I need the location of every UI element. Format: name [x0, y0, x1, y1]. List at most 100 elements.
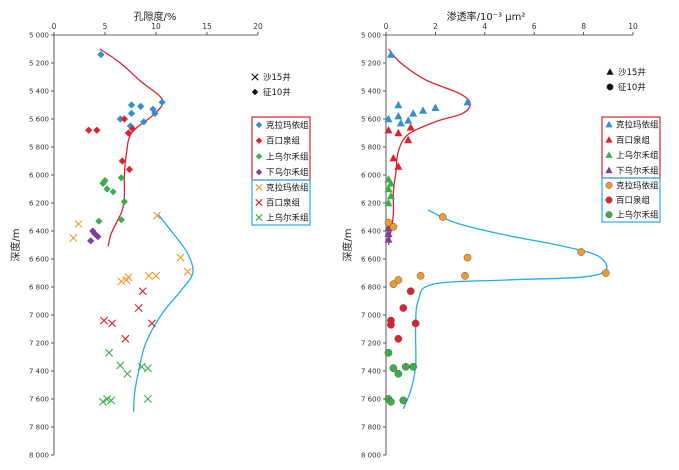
data-point	[384, 224, 393, 232]
data-point	[386, 179, 395, 187]
y-tick-label: 6 400	[361, 228, 381, 236]
series	[99, 287, 156, 343]
legend-label: 克拉玛依组	[266, 120, 309, 131]
data-point	[95, 217, 103, 225]
data-point	[419, 106, 428, 114]
legend-label: 上乌尔禾组	[266, 151, 309, 162]
data-point	[431, 103, 440, 111]
data-point	[409, 109, 418, 117]
series	[87, 227, 102, 245]
data-point	[386, 191, 395, 200]
data-point	[394, 112, 403, 120]
legend-marker	[255, 137, 263, 144]
data-point	[107, 396, 116, 405]
data-point	[404, 135, 413, 144]
data-point	[406, 123, 415, 131]
data-point	[384, 348, 393, 357]
data-point	[120, 198, 128, 206]
data-point	[463, 98, 472, 106]
x-axis-title: 孔隙度/%	[134, 10, 177, 23]
x-tick-label: 4	[482, 22, 487, 31]
legend-label: 征10井	[263, 87, 291, 98]
data-point	[577, 248, 585, 256]
legend-marker	[605, 181, 613, 189]
data-point	[93, 126, 101, 134]
legend-label: 百口泉组	[266, 198, 301, 209]
data-point	[399, 396, 408, 405]
data-point	[387, 320, 395, 329]
legend-marker	[255, 121, 263, 129]
data-point	[98, 397, 107, 406]
legend-marker	[606, 68, 614, 75]
trend-curve	[132, 213, 194, 412]
legend-box	[251, 179, 311, 226]
data-point	[394, 334, 403, 343]
data-point	[394, 276, 403, 284]
y-tick-label: 5 800	[29, 144, 49, 152]
data-point	[128, 125, 137, 133]
data-point	[463, 253, 472, 262]
y-tick-label: 7 000	[29, 312, 49, 320]
data-point	[406, 287, 415, 296]
y-tick-label: 5 000	[361, 32, 381, 40]
data-point	[386, 50, 395, 58]
data-point	[138, 287, 147, 296]
series	[97, 51, 166, 130]
data-point	[384, 114, 393, 123]
data-point	[183, 267, 192, 276]
legend-marker	[255, 213, 263, 222]
data-point	[387, 397, 395, 406]
data-point	[143, 364, 152, 373]
data-point	[127, 109, 136, 117]
y-tick-label: 7 600	[361, 396, 381, 404]
legend-marker	[605, 136, 613, 143]
data-point	[127, 101, 136, 109]
y-tick-label: 8 000	[361, 452, 381, 460]
legend-marker	[255, 168, 263, 176]
y-tick-label: 7 200	[361, 340, 381, 348]
data-point	[108, 319, 117, 328]
series	[85, 115, 137, 173]
series	[384, 348, 418, 406]
y-tick-label: 6 200	[361, 200, 381, 208]
data-point	[409, 362, 418, 371]
data-point	[152, 271, 160, 280]
legend-label: 百口泉组	[616, 135, 651, 146]
data-point	[122, 276, 131, 284]
series	[387, 287, 420, 343]
x-tick-label: 20	[253, 22, 263, 31]
legend-label: 百口泉组	[266, 136, 301, 147]
data-point	[394, 162, 403, 170]
y-tick-label: 6 800	[361, 284, 381, 292]
data-point	[97, 51, 105, 59]
legend-marker	[255, 198, 263, 207]
y-tick-label: 8 000	[29, 452, 49, 460]
data-point	[389, 222, 398, 231]
y-axis-title: 深度/m	[9, 228, 22, 261]
y-tick-label: 5 200	[361, 60, 381, 68]
data-point	[85, 126, 93, 134]
series	[384, 175, 395, 207]
data-point	[411, 319, 420, 328]
legend-marker	[251, 88, 259, 96]
data-point	[117, 277, 126, 286]
series	[98, 348, 152, 406]
data-point	[147, 319, 156, 328]
legend-label: 上乌尔禾组	[616, 150, 659, 161]
data-point	[153, 211, 162, 220]
legend-marker	[605, 196, 613, 204]
y-axis-title: 深度/m	[341, 228, 354, 261]
y-tick-label: 7 200	[29, 340, 49, 348]
data-point	[396, 119, 405, 127]
y-tick-label: 7 000	[361, 312, 381, 320]
data-point	[140, 118, 148, 126]
data-point	[384, 218, 393, 227]
data-point	[438, 213, 447, 221]
legend-marker	[251, 73, 259, 81]
data-point	[99, 316, 108, 325]
trend-curve	[387, 48, 471, 246]
x-tick-label: 0	[52, 22, 57, 31]
legend-marker	[605, 151, 613, 158]
